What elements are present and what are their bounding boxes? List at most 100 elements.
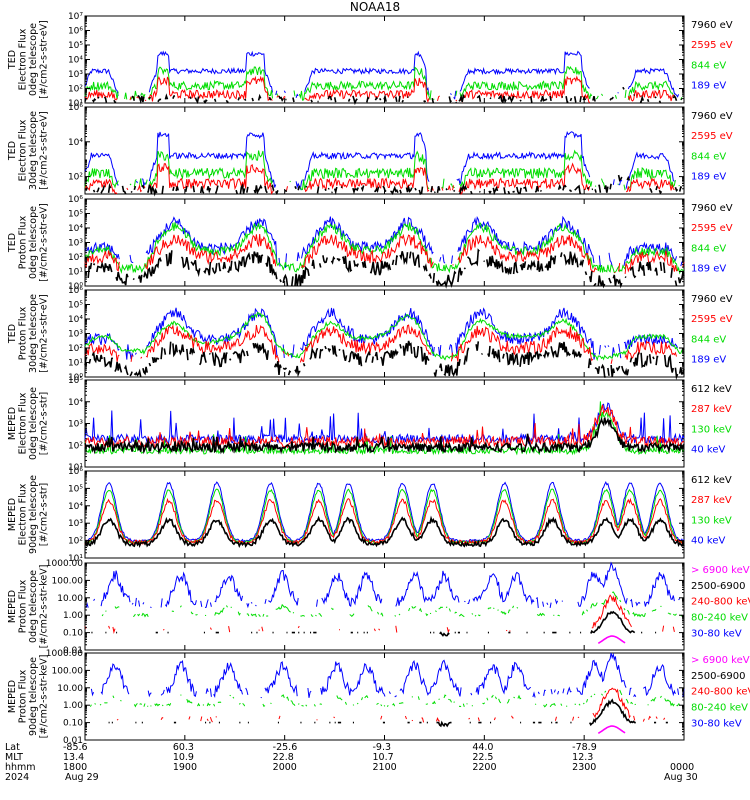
legend-entry: 844 eV [691,151,726,162]
y-tick-label: 10⁴ [68,502,83,512]
y-axis-label-line: 90deg telescope [28,657,39,736]
y-axis-label-line: MEPED [7,680,18,713]
chart-title: NOAA18 [349,0,401,14]
y-axis-label-line: Proton Flux [18,306,29,360]
y-axis-label-line: 30deg telescope [28,111,39,190]
panel-frame [84,15,685,104]
legend-entry: 2500-6900 [691,581,746,592]
y-tick-label: 10¹ [68,463,83,473]
y-tick-label: 10⁰ [68,282,83,292]
y-axis-label-line: [#/cm2-s-str-keV] [39,565,50,649]
x-axis-value: 22.5 [472,752,493,763]
x-axis-value: -9.3 [373,742,392,753]
x-axis-value: Aug 29 [65,772,99,783]
legend-entry: 2595 eV [691,223,733,234]
legend-entry: > 6900 keV [691,655,750,666]
legend-entry: 189 eV [691,355,726,366]
series-green [85,67,684,100]
y-axis-label: TEDProton Flux30deg telescope[#/cm2-s-st… [7,294,50,373]
series-red [117,688,681,722]
legend-entry: > 6900 keV [691,565,750,576]
panel-3: 10⁰ 10¹ 10² 10³ 10⁴ 10⁵ 10⁶ TEDProton Flux0deg … [7,195,733,292]
legend-entry: 2595 eV [691,131,733,142]
panel-frame [84,198,685,287]
y-axis-label-line: TED [7,141,18,161]
y-tick-label: 100.00 [52,576,84,586]
y-tick-label: 10³ [68,330,83,340]
y-tick-label: 10² [68,85,83,95]
y-tick-label: 10⁴ [68,224,83,234]
legend-entry: 130 keV [691,515,732,526]
y-axis-label-line: Proton Flux [18,579,29,633]
y-tick-label: 10² [68,253,83,263]
series-green [84,221,685,275]
x-axis-value: -25.6 [273,742,298,753]
legend-entry: 189 eV [691,81,726,92]
y-tick-label: 10³ [68,70,83,80]
series-black [108,698,684,728]
y-axis-label-line: 30deg telescope [28,294,39,373]
panel-1: 10¹ 10² 10³ 10⁴ 10⁵ 10⁶ 10⁷ TEDElectron Flux0de… [7,12,733,109]
y-tick-label: 10⁴ [68,138,83,148]
series-black [87,248,685,289]
x-axis-value: 2000 [273,762,297,773]
panel-6: 10¹ 10² 10³ 10⁴ 10⁵ 10⁶ MEPEDElectron Flux90de… [7,467,732,564]
y-axis-label-line: TED [7,233,18,253]
y-tick-label: 1.00 [63,611,83,621]
y-tick-label: 10⁵ [68,301,83,311]
y-axis-label-line: Proton Flux [18,215,29,269]
series-green [101,591,683,618]
y-tick-label: 10⁶ [68,286,83,296]
legend-entry: 2595 eV [691,40,733,51]
y-tick-label: 10² [68,344,83,354]
y-tick-label: 10¹ [68,359,83,369]
panel-7: 0.010.101.0010.00100.001000.00MEPEDProto… [7,559,750,656]
y-tick-label: 1000.00 [46,559,83,569]
y-axis-label: TEDElectron Flux30deg telescope[#/cm2-s-… [7,111,50,190]
y-axis-label-line: 90deg telescope [28,475,39,554]
legend-entry: 7960 eV [691,111,733,122]
x-axis-value: 44.0 [472,742,493,753]
legend-entry: 30-80 keV [691,628,742,639]
y-axis-label-line: MEPED [7,407,18,440]
y-tick-label: 10² [68,173,83,183]
y-tick-label: 10⁷ [68,12,83,22]
y-tick-label: 10⁵ [68,484,83,494]
y-tick-label: 10⁶ [68,103,83,113]
legend-entry: 2595 eV [691,314,733,325]
legend-entry: 287 keV [691,495,732,506]
y-tick-label: 10⁶ [68,27,83,37]
y-tick-label: 10⁶ [68,467,83,477]
y-axis-label: MEPEDProton Flux90deg telescope[#/cm2-s-… [7,655,50,739]
y-axis-label-line: Electron Flux [18,483,29,545]
panel-2: 10² 10⁴ 10⁶ TEDElectron Flux30deg telescope… [7,103,733,197]
y-tick-label: 10⁴ [68,315,83,325]
series-green [84,312,685,362]
y-tick-label: 10.00 [57,684,83,694]
y-tick-label: 10³ [68,519,83,529]
x-axis-value: 1800 [63,762,87,773]
legend-entry: 7960 eV [691,294,733,305]
y-axis-label-line: 0deg telescope [28,570,39,643]
x-axis-value: 2200 [472,762,496,773]
legend-entry: 844 eV [691,243,726,254]
y-axis-label: TEDProton Flux0deg telescope[#/cm2-s-str… [7,203,50,282]
y-tick-label: 10⁴ [68,398,83,408]
series-blue [86,563,684,608]
y-tick-label: 10⁵ [68,376,83,386]
x-axis-value: 10.7 [373,752,394,763]
legend-entry: 130 keV [691,424,732,435]
x-axis-value: 1900 [173,762,197,773]
panel-4: 10⁰ 10¹ 10² 10³ 10⁴ 10⁵ 10⁶ TEDProton Flux30deg… [7,286,733,383]
y-axis-label: MEPEDElectron Flux0deg telescope[#/cm2-s… [7,387,50,460]
x-axis-value: 2300 [572,762,596,773]
y-tick-label: 0.10 [63,719,83,729]
y-axis-label-line: 0deg telescope [28,206,39,279]
y-axis-label-line: TED [7,324,18,344]
x-axis-value: 22.8 [273,752,294,763]
series-red [85,77,680,103]
legend-entry: 80-240 keV [691,612,748,623]
legend-entry: 287 keV [691,404,732,415]
y-tick-label: 0.10 [63,629,83,639]
legend-entry: 80-240 keV [691,702,748,713]
